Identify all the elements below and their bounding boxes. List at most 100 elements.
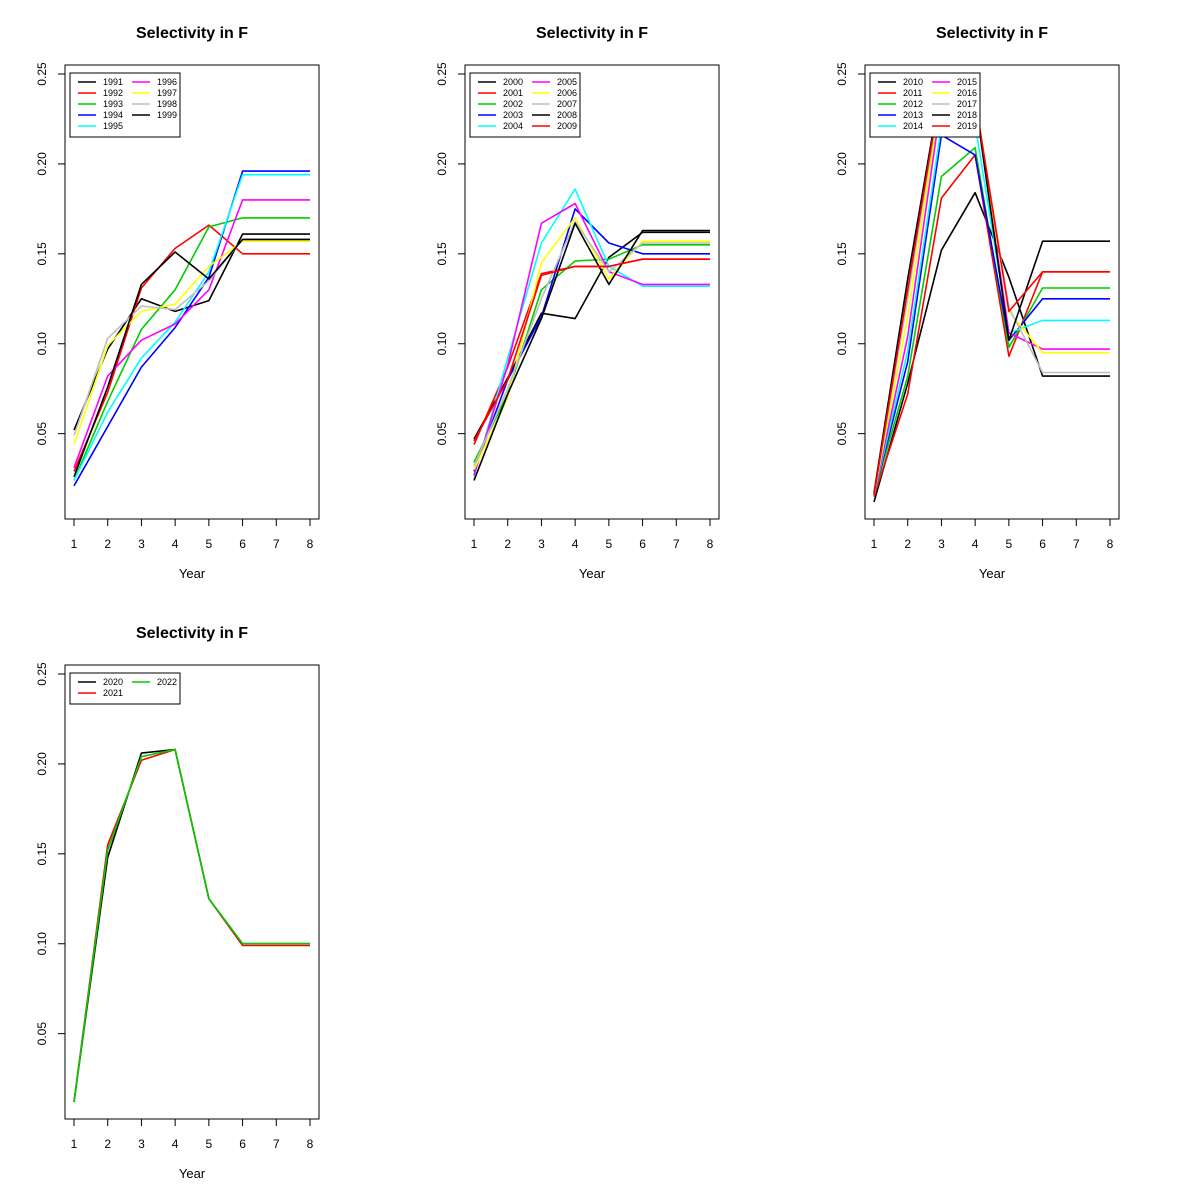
x-tick-label: 2 (904, 537, 911, 551)
legend-label: 2021 (103, 688, 123, 698)
x-tick-label: 2 (504, 537, 511, 551)
chart-title: Selectivity in F (136, 25, 248, 42)
legend-label: 2002 (503, 99, 523, 109)
y-tick-label: 0.10 (835, 332, 849, 356)
legend-label: 1999 (157, 110, 177, 120)
x-tick-label: 8 (707, 537, 714, 551)
x-tick-label: 1 (871, 537, 878, 551)
x-tick-label: 1 (71, 1137, 78, 1151)
y-tick-label: 0.15 (35, 842, 49, 866)
y-tick-label: 0.10 (35, 332, 49, 356)
legend-label: 2009 (557, 121, 577, 131)
chart-title: Selectivity in F (936, 25, 1048, 42)
legend-label: 2015 (957, 77, 977, 87)
x-tick-label: 2 (104, 537, 111, 551)
series-line-2005 (473, 202, 710, 476)
legend-label: 2011 (903, 88, 922, 98)
legend-label: 2022 (157, 677, 177, 687)
y-tick-label: 0.20 (35, 152, 49, 176)
y-tick-label: 0.10 (35, 932, 49, 956)
y-tick-label: 0.05 (35, 422, 49, 446)
x-tick-label: 4 (172, 537, 179, 551)
series-line-2000 (473, 231, 710, 440)
legend-label: 2004 (503, 121, 523, 131)
x-tick-label: 2 (104, 1137, 111, 1151)
x-tick-label: 4 (572, 537, 579, 551)
x-tick-label: 5 (206, 1137, 213, 1151)
y-tick-label: 0.05 (835, 422, 849, 446)
x-tick-label: 5 (1006, 537, 1013, 551)
legend-label: 2000 (503, 77, 523, 87)
series-line-1999 (73, 238, 310, 478)
legend-label: 2018 (957, 110, 977, 120)
legend-label: 2016 (957, 88, 977, 98)
legend-label: 1991 (103, 77, 123, 87)
series-line-1994 (73, 170, 310, 487)
chart-panel-4: Selectivity in F Year 1 2 3 4 5 6 7 8 0.05 0.10 0.15… (35, 625, 320, 1181)
series-line-2019 (873, 84, 1110, 495)
y-tick-label: 0.25 (35, 662, 49, 686)
legend-label: 2008 (557, 110, 577, 120)
x-axis-label: Year (979, 566, 1006, 581)
x-tick-label: 3 (138, 537, 145, 551)
x-tick-label: 7 (273, 1137, 280, 1151)
series-line-2014 (873, 123, 1110, 495)
x-tick-label: 6 (239, 537, 246, 551)
x-tick-label: 3 (938, 537, 945, 551)
series-line-2022 (73, 748, 310, 1103)
y-tick-label: 0.05 (435, 422, 449, 446)
series-line-1997 (73, 240, 310, 445)
legend-label: 2010 (903, 77, 923, 87)
x-tick-label: 1 (471, 537, 478, 551)
series-line-1993 (73, 217, 310, 481)
legend-label: 2007 (557, 99, 577, 109)
y-tick-label: 0.05 (35, 1022, 49, 1046)
legend-label: 1997 (157, 88, 177, 98)
series-line-2018 (873, 82, 1110, 494)
x-tick-label: 6 (1039, 537, 1046, 551)
legend-label: 1998 (157, 99, 177, 109)
x-tick-label: 7 (673, 537, 680, 551)
x-tick-label: 4 (172, 1137, 179, 1151)
legend-box (69, 672, 181, 705)
x-tick-label: 4 (972, 537, 979, 551)
legend-label: 1993 (103, 99, 123, 109)
chart-panel-2: Selectivity in F Year 1 2 3 4 5 6 7 8 0.05 0.10 0.15… (435, 25, 720, 581)
x-axis-label: Year (179, 1166, 206, 1181)
legend-label: 1994 (103, 110, 123, 120)
series-line-1992 (73, 224, 310, 472)
x-tick-label: 8 (1107, 537, 1114, 551)
y-tick-label: 0.25 (35, 62, 49, 86)
chart-title: Selectivity in F (536, 25, 648, 42)
legend-label: 2019 (957, 121, 977, 131)
x-axis-label: Year (179, 566, 206, 581)
y-tick-label: 0.15 (435, 242, 449, 266)
series-line-1995 (73, 173, 310, 481)
y-tick-label: 0.15 (835, 242, 849, 266)
chart-panel-1: Selectivity in F Year 1 2 3 4 5 6 7 8 0.05 0.10 0.15… (35, 25, 320, 581)
y-tick-label: 0.25 (435, 62, 449, 86)
legend-label: 2014 (903, 121, 923, 131)
x-tick-label: 7 (1073, 537, 1080, 551)
y-tick-label: 0.15 (35, 242, 49, 266)
x-tick-label: 3 (538, 537, 545, 551)
x-tick-label: 8 (307, 1137, 314, 1151)
legend-label: 2005 (557, 77, 577, 87)
chart-panel-3: Selectivity in F Year 1 2 3 4 5 6 7 8 0.05 0.10 0.15… (835, 25, 1120, 581)
y-tick-label: 0.20 (435, 152, 449, 176)
legend-label: 1992 (103, 88, 123, 98)
x-tick-label: 6 (239, 1137, 246, 1151)
x-axis-label: Year (579, 566, 606, 581)
legend-label: 2017 (957, 99, 977, 109)
series-line-2007 (473, 220, 710, 467)
x-tick-label: 8 (307, 537, 314, 551)
series-line-2013 (873, 134, 1110, 495)
y-tick-label: 0.20 (35, 752, 49, 776)
x-tick-label: 6 (639, 537, 646, 551)
legend-label: 1996 (157, 77, 177, 87)
legend-label: 2012 (903, 99, 923, 109)
legend-label: 1995 (103, 121, 123, 131)
x-tick-label: 5 (606, 537, 613, 551)
x-tick-label: 1 (71, 537, 78, 551)
